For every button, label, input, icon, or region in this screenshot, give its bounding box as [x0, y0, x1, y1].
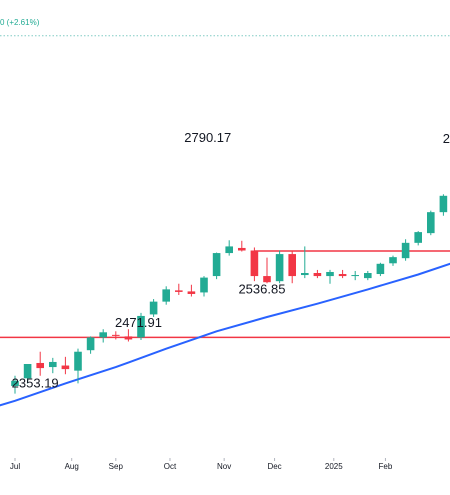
- candle-up: [275, 254, 284, 282]
- x-axis-tick-label: Jul: [10, 462, 20, 471]
- candle-up: [376, 263, 385, 275]
- candle-up: [149, 301, 158, 315]
- candle-up: [162, 289, 170, 302]
- candle-down: [250, 250, 259, 277]
- candle-up: [326, 271, 334, 277]
- candle-up: [137, 315, 145, 338]
- candle-up: [401, 242, 410, 259]
- candle-up: [99, 332, 107, 338]
- candle-down: [124, 336, 133, 340]
- x-axis-tick-label: Nov: [217, 462, 231, 471]
- candle-down: [238, 247, 246, 251]
- candle-up: [49, 361, 57, 368]
- x-axis-tick-label: Dec: [267, 462, 281, 471]
- candle-up: [212, 253, 221, 277]
- candle-down: [288, 254, 296, 277]
- candle-down: [187, 291, 196, 294]
- candle-down: [313, 273, 322, 277]
- candle-up: [86, 337, 95, 351]
- price-change-readout: 0 (+2.61%): [0, 18, 40, 27]
- candle-down: [263, 276, 271, 283]
- candle-down: [61, 365, 70, 370]
- candle-down: [112, 334, 120, 336]
- x-axis-tick-label: Feb: [379, 462, 393, 471]
- price-annotation: 2471.91: [115, 315, 162, 330]
- x-axis-tick-label: Aug: [65, 462, 79, 471]
- x-axis-tick-label: Oct: [164, 462, 177, 471]
- candle-up: [23, 364, 32, 379]
- candle-up: [427, 212, 435, 234]
- moving-average-line: [0, 262, 450, 407]
- candle-down: [175, 290, 183, 292]
- price-annotation: 2790.17: [184, 130, 231, 145]
- candle-up: [200, 277, 208, 293]
- candle-up: [439, 195, 448, 213]
- candle-up: [364, 273, 372, 279]
- candle-up: [74, 351, 82, 371]
- candle-down: [36, 362, 44, 369]
- candle-up: [389, 257, 397, 264]
- x-axis-tick-label: Sep: [109, 462, 124, 471]
- price-annotation: 2353.19: [12, 376, 59, 391]
- price-annotation: 2832: [443, 131, 450, 146]
- candle-up: [11, 380, 19, 386]
- x-axis-tick-label: 2025: [325, 462, 343, 471]
- price-annotation: 2536.85: [238, 282, 285, 297]
- candle-up: [301, 273, 309, 276]
- candle-down: [338, 274, 347, 277]
- candle-up: [225, 246, 233, 254]
- candle-up: [414, 232, 422, 243]
- candle-up: [351, 275, 359, 277]
